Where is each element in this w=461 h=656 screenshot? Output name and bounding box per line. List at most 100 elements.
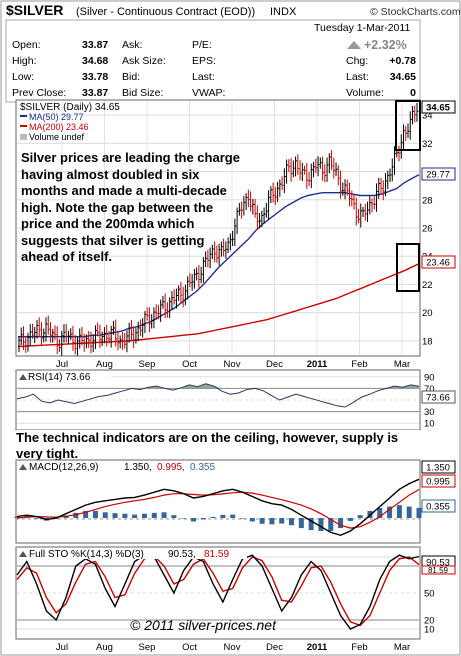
macd-line <box>16 478 420 537</box>
price-tick-label: 34 <box>422 111 433 122</box>
prev-close-label: Prev Close: <box>12 87 66 99</box>
macd-legend-signal: 0.995, <box>157 462 185 473</box>
sto-k-line <box>16 554 420 630</box>
month-label: Sep <box>139 359 156 370</box>
date-label: Tuesday 1-Mar-2011 <box>314 22 410 34</box>
month-label: Oct <box>182 642 197 653</box>
macd-hist-bar <box>279 518 285 524</box>
rsi-tick-label: 30 <box>424 407 435 418</box>
month-label: Dec <box>266 359 283 370</box>
last-value: 34.65 <box>390 71 416 83</box>
price-legend: $SILVER (Daily) 34.65 MA(50) 29.77 MA(20… <box>20 102 120 142</box>
macd-hist-bar <box>102 512 108 519</box>
macd-hist-bar <box>328 518 334 531</box>
legend-ma200: MA(200) 23.46 <box>29 122 89 132</box>
change-percent: +2.32% <box>364 38 407 52</box>
macd-hist-bar <box>210 516 216 519</box>
macd-hist-bar <box>171 515 177 519</box>
brand-logo: © StockCharts.com <box>370 6 461 18</box>
macd-hist-bar <box>387 506 393 519</box>
hist-badge-text: 0.355 <box>426 502 450 513</box>
chg-label: Chg: <box>346 55 368 67</box>
macd-hist-bar <box>269 518 275 525</box>
month-axis-bottom: Jul Aug Sep Oct Nov Dec 2011 Feb Mar <box>56 642 410 653</box>
sto-legend-bg <box>17 548 247 559</box>
ma200-badge-text: 23.46 <box>426 258 450 269</box>
macd-hist-bar <box>298 518 304 529</box>
macd-hist-bar <box>230 514 236 519</box>
macd-hist-bar <box>92 510 98 519</box>
rsi-badge <box>421 390 456 404</box>
prev-close-value: 33.87 <box>82 87 108 99</box>
month-label: Jul <box>56 642 68 653</box>
rsi-legend: RSI(14) 73.66 <box>28 372 91 383</box>
month-label: Jul <box>56 359 68 370</box>
macd-hist-bar <box>240 518 246 519</box>
rsi-tick-label: 10 <box>424 419 435 430</box>
sto-tick-label: 20 <box>424 616 435 627</box>
sto-tick-label: 50 <box>424 589 435 600</box>
price-tick-label: 28 <box>422 195 433 206</box>
macd-hist-bar <box>181 518 187 519</box>
month-label: Aug <box>96 359 113 370</box>
month-label: Oct <box>182 359 197 370</box>
bid-size-label: Bid Size: <box>122 87 163 99</box>
macd-hist-bar <box>132 514 138 519</box>
open-value: 33.87 <box>82 39 108 51</box>
macd-legend-macd: 1.350, <box>124 462 152 473</box>
rsi-legend-bg <box>17 371 111 382</box>
macd-hist-bar <box>338 518 344 529</box>
exchange-label: INDX <box>270 6 297 18</box>
macd-hist-bar <box>34 518 40 519</box>
month-label: Feb <box>351 359 367 370</box>
legend-price: $SILVER (Daily) 34.65 <box>20 102 120 113</box>
macd-hist-bar <box>249 518 255 522</box>
macd-hist-bar <box>308 518 314 531</box>
macd-hist-bar <box>161 512 167 519</box>
macd-hist-bar <box>151 512 157 519</box>
rsi-tick-label: 70 <box>424 384 435 395</box>
macd-hist-bar <box>289 518 295 526</box>
macd-hist-bar <box>112 513 118 519</box>
ma50-badge-text: 29.77 <box>426 170 450 181</box>
open-label: Open: <box>12 39 41 51</box>
macd-hist-bar <box>122 513 128 519</box>
price-tick-label: 32 <box>422 139 433 150</box>
macd-hist-bar <box>347 518 353 521</box>
macd-hist-bar <box>357 515 363 519</box>
high-value: 34.68 <box>82 55 108 67</box>
month-label: Mar <box>394 642 410 653</box>
price-bars <box>18 102 419 356</box>
price-badge <box>421 100 456 114</box>
volume-label: Volume: <box>346 87 384 99</box>
price-tick-label: 18 <box>422 336 433 347</box>
month-label: Feb <box>351 642 367 653</box>
macd-badge-text: 1.350 <box>426 463 450 474</box>
sto-legend-label: Full STO %K(14,3) %D(3) <box>29 549 144 560</box>
macd-hist-bar <box>73 512 79 519</box>
price-y-axis: 182022242628303234 <box>422 111 433 348</box>
bid-label: Bid: <box>122 71 140 83</box>
vwap-label: VWAP: <box>192 87 225 99</box>
symbol-title: $SILVER <box>6 2 63 18</box>
price-highlight-box <box>395 100 421 151</box>
sto-legend-d: 81.59 <box>204 549 229 560</box>
rsi-line <box>16 383 420 408</box>
legend-volume: Volume undef <box>29 132 85 142</box>
month-label: Sep <box>139 642 156 653</box>
stok-badge-text: 90.53 <box>426 558 450 569</box>
rsi-panel: RSI(14) 73.66 1030507090 73.66 <box>15 369 456 431</box>
macd-hist-bar <box>220 514 226 519</box>
last-label-2: Last: <box>346 71 369 83</box>
legend-volume-swatch <box>20 134 27 140</box>
quote-table: Open: 33.87 High: 34.68 Low: 33.78 Prev … <box>12 22 416 99</box>
indicator-annotation: The technical indicators are on the ceil… <box>16 430 420 462</box>
rsi-legend-icon <box>19 374 27 380</box>
macd-legend-label: MACD(12,26,9) <box>29 462 98 473</box>
macd-badge <box>421 460 456 474</box>
macd-hist-bar <box>200 518 206 520</box>
ask-label: Ask: <box>122 39 142 51</box>
price-tick-label: 22 <box>422 280 433 291</box>
high-label: High: <box>12 55 37 67</box>
